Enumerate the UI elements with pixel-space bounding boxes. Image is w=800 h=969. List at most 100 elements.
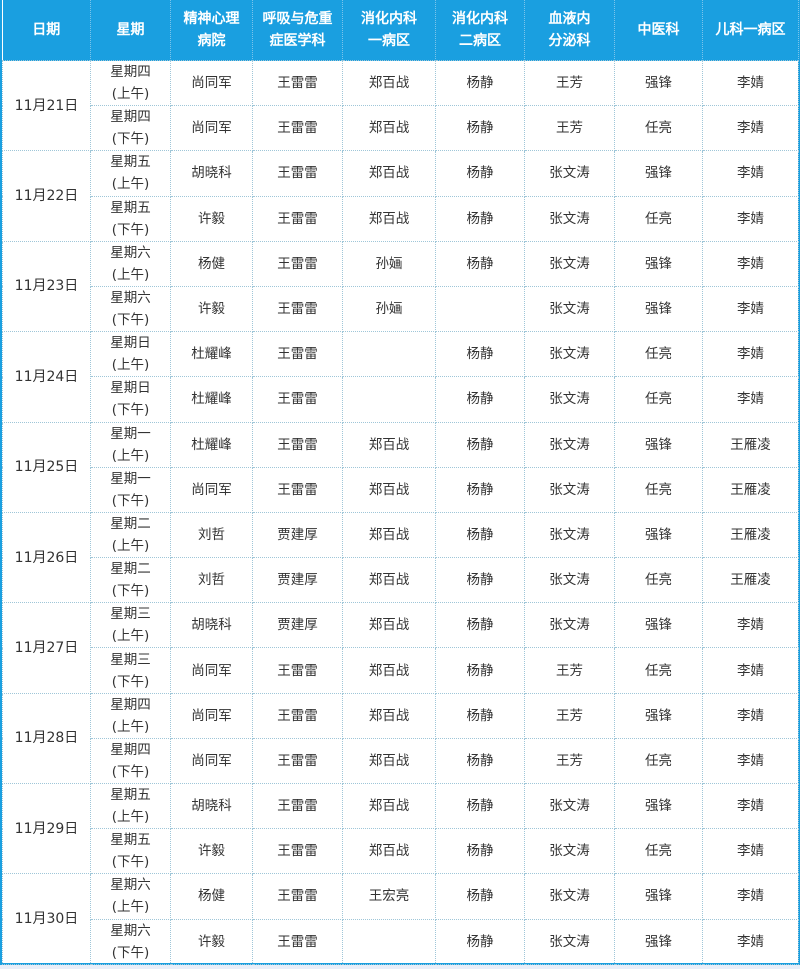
doctor-cell: 任亮	[614, 557, 703, 604]
weekday-cell: 星期二 (上午)	[90, 511, 171, 559]
doctor-cell: 王雷雷	[252, 421, 343, 468]
table-row: 11月30日 星期六 (上午) 杨健 王雷雷 王宏亮 杨静 张文涛 强锋 李婧	[2, 873, 799, 965]
column-header: 消化内科 一病区	[342, 0, 436, 61]
doctor-cell: 任亮	[614, 647, 703, 694]
doctor-cell: 杨静	[435, 737, 525, 785]
doctor-cell	[435, 285, 525, 333]
date-cell: 11月25日	[2, 421, 91, 513]
doctor-cell	[342, 376, 436, 423]
doctor-cell: 杨静	[435, 105, 525, 152]
table-row: 11月29日 星期五 (上午) 胡晓科 王雷雷 郑百战 杨静 张文涛 强锋 李婧	[2, 782, 799, 875]
doctor-cell: 李婧	[702, 59, 799, 107]
doctor-cell: 强锋	[614, 59, 703, 107]
doctor-cell: 李婧	[702, 240, 799, 287]
doctor-cell: 任亮	[614, 105, 703, 152]
date-cell: 11月24日	[2, 331, 91, 423]
doctor-cell: 任亮	[614, 331, 703, 378]
doctor-cell: 杨健	[170, 240, 253, 287]
doctor-cell: 强锋	[614, 150, 703, 197]
doctor-cell: 王雷雷	[252, 150, 343, 197]
doctor-cell: 郑百战	[342, 195, 436, 242]
doctor-cell: 王雷雷	[252, 647, 343, 694]
doctor-cell: 王芳	[524, 737, 615, 785]
column-header: 精神心理 病院	[170, 0, 253, 61]
doctor-cell: 任亮	[614, 737, 703, 785]
doctor-cell: 王芳	[524, 647, 615, 694]
doctor-cell: 李婧	[702, 692, 799, 739]
doctor-cell: 杨静	[435, 828, 525, 875]
doctor-cell: 张文涛	[524, 918, 615, 965]
doctor-cell: 杨静	[435, 918, 525, 965]
doctor-cell: 李婧	[702, 602, 799, 649]
doctor-cell: 郑百战	[342, 647, 436, 694]
doctor-cell: 张文涛	[524, 331, 615, 378]
table-row: 星期一 (下午) 尚同军 王雷雷 郑百战 杨静 张文涛 任亮 王雁凌	[3, 466, 799, 513]
doctor-cell: 王芳	[524, 105, 615, 152]
weekday-cell: 星期五 (下午)	[90, 828, 171, 875]
weekday-cell: 星期一 (上午)	[90, 421, 171, 468]
doctor-cell: 王雷雷	[252, 782, 343, 830]
doctor-cell: 杨静	[435, 195, 525, 242]
table-row: 星期四 (下午) 尚同军 王雷雷 郑百战 杨静 王芳 任亮 李婧	[3, 737, 799, 785]
weekday-cell: 星期二 (下午)	[90, 557, 171, 604]
column-header: 消化内科 二病区	[435, 0, 525, 61]
weekday-cell: 星期五 (上午)	[90, 150, 171, 197]
doctor-cell: 王雁凌	[702, 557, 799, 604]
table-body: 11月21日 星期四 (上午) 尚同军 王雷雷 郑百战 杨静 王芳 强锋 李婧 星期四 (下午) 尚同军…	[2, 59, 799, 965]
doctor-cell: 郑百战	[342, 511, 436, 559]
doctor-cell: 郑百战	[342, 692, 436, 739]
doctor-cell: 王雷雷	[252, 692, 343, 739]
doctor-cell: 尚同军	[170, 59, 253, 107]
table-row: 星期六 (下午) 许毅 王雷雷 孙婳 张文涛 强锋 李婧	[3, 285, 799, 333]
doctor-cell: 杨静	[435, 240, 525, 287]
doctor-cell: 郑百战	[342, 59, 436, 107]
doctor-cell: 胡晓科	[170, 150, 253, 197]
doctor-cell: 杨静	[435, 557, 525, 604]
column-header: 星期	[90, 0, 171, 61]
weekday-cell: 星期六 (下午)	[90, 285, 171, 333]
table-row: 星期三 (下午) 尚同军 王雷雷 郑百战 杨静 王芳 任亮 李婧	[3, 647, 799, 694]
doctor-cell: 孙婳	[342, 285, 436, 333]
doctor-cell: 任亮	[614, 466, 703, 513]
doctor-cell: 王雷雷	[252, 873, 343, 920]
doctor-cell: 张文涛	[524, 150, 615, 197]
doctor-cell: 强锋	[614, 421, 703, 468]
doctor-cell: 杨静	[435, 602, 525, 649]
doctor-cell: 杜耀峰	[170, 376, 253, 423]
doctor-cell: 李婧	[702, 737, 799, 785]
doctor-cell: 王雷雷	[252, 240, 343, 287]
doctor-cell: 郑百战	[342, 828, 436, 875]
doctor-cell: 杨静	[435, 331, 525, 378]
table-row: 11月22日 星期五 (上午) 胡晓科 王雷雷 郑百战 杨静 张文涛 强锋 李婧	[2, 150, 799, 242]
doctor-cell: 郑百战	[342, 105, 436, 152]
doctor-cell: 任亮	[614, 195, 703, 242]
column-header: 呼吸与危重 症医学科	[252, 0, 343, 61]
doctor-cell: 任亮	[614, 376, 703, 423]
doctor-cell: 李婧	[702, 376, 799, 423]
doctor-cell: 王芳	[524, 692, 615, 739]
doctor-cell: 王雷雷	[252, 918, 343, 965]
doctor-cell: 李婧	[702, 331, 799, 378]
table-row: 11月27日 星期三 (上午) 胡晓科 贾建厚 郑百战 杨静 张文涛 强锋 李婧	[2, 602, 799, 694]
weekday-cell: 星期六 (下午)	[90, 918, 171, 965]
doctor-cell: 张文涛	[524, 511, 615, 559]
doctor-cell: 王雁凌	[702, 421, 799, 468]
doctor-cell: 强锋	[614, 782, 703, 830]
doctor-cell: 尚同军	[170, 105, 253, 152]
table-row: 星期四 (下午) 尚同军 王雷雷 郑百战 杨静 王芳 任亮 李婧	[3, 105, 799, 152]
doctor-cell: 李婧	[702, 828, 799, 875]
doctor-cell: 贾建厚	[252, 511, 343, 559]
table-row: 星期五 (下午) 许毅 王雷雷 郑百战 杨静 张文涛 任亮 李婧	[3, 195, 799, 242]
table-row: 11月23日 星期六 (上午) 杨健 王雷雷 孙婳 杨静 张文涛 强锋 李婧	[2, 240, 799, 333]
weekday-cell: 星期四 (下午)	[90, 737, 171, 785]
doctor-cell: 强锋	[614, 602, 703, 649]
doctor-cell: 李婧	[702, 150, 799, 197]
doctor-cell: 强锋	[614, 240, 703, 287]
doctor-cell: 李婧	[702, 195, 799, 242]
weekday-cell: 星期三 (上午)	[90, 602, 171, 649]
table-row: 11月28日 星期四 (上午) 尚同军 王雷雷 郑百战 杨静 王芳 强锋 李婧	[2, 692, 799, 785]
doctor-cell: 张文涛	[524, 557, 615, 604]
date-cell: 11月29日	[2, 782, 91, 875]
doctor-cell: 许毅	[170, 195, 253, 242]
